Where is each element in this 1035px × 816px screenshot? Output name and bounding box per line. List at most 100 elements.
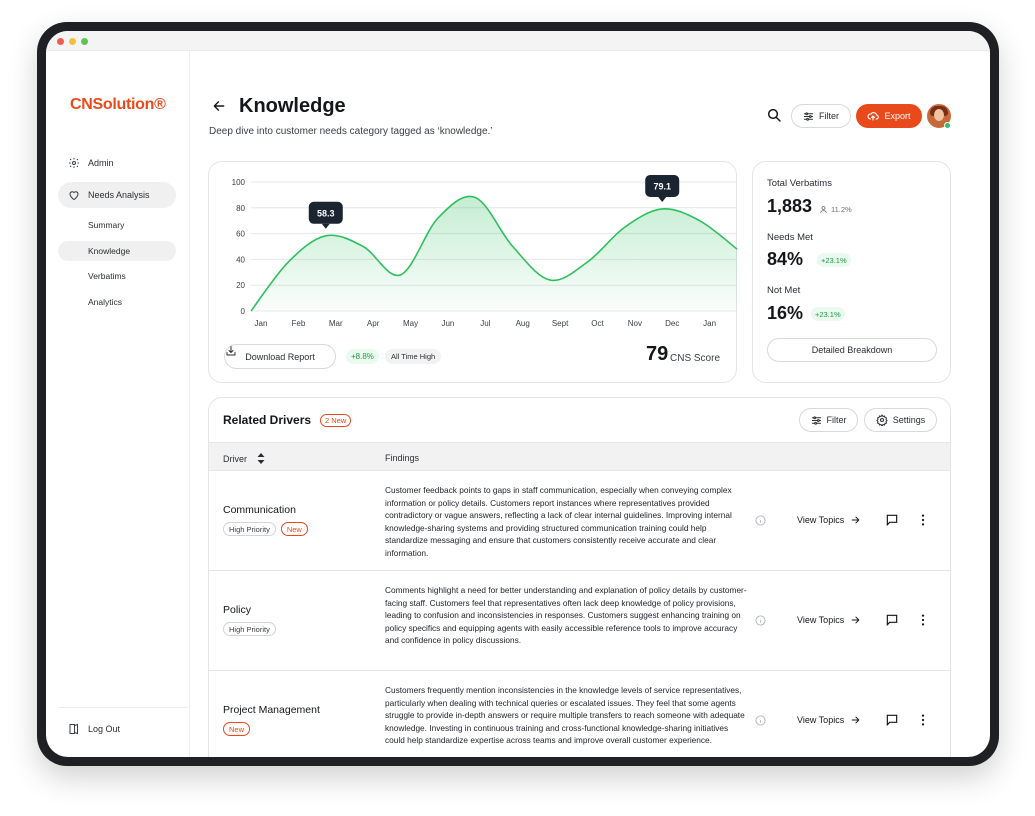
new-count-badge: 2 New — [320, 414, 352, 427]
callout-box — [308, 201, 343, 224]
driver-column-header[interactable]: Driver — [223, 453, 265, 464]
driver-tags: High Priority — [223, 622, 276, 636]
related-drivers-title: Related Drivers — [223, 413, 312, 427]
close-window-button[interactable] — [57, 38, 64, 45]
total-verbatims-users-pct: 11.2% — [831, 205, 852, 214]
sidebar-item-admin[interactable]: Admin — [58, 150, 176, 176]
x-tick-label: Dec — [665, 319, 679, 328]
download-icon — [226, 346, 236, 356]
comment-icon[interactable] — [885, 613, 899, 627]
y-tick-label: 60 — [236, 230, 245, 239]
drivers-filter-button[interactable]: Filter — [799, 408, 858, 432]
driver-name[interactable]: Policy — [223, 604, 252, 616]
x-tick-label: Jun — [441, 319, 454, 328]
comment-icon[interactable] — [885, 513, 899, 527]
needs-met-label: Needs Met — [767, 232, 813, 243]
view-topics-button[interactable]: View Topics — [797, 715, 861, 725]
info-icon[interactable] — [755, 515, 766, 526]
related-drivers-card: Related Drivers 2 New Filter Settings Dr… — [208, 397, 951, 757]
all-time-high-badge: All Time High — [385, 349, 442, 364]
sliders-icon — [811, 415, 821, 425]
user-icon — [820, 206, 827, 214]
sidebar: CNSolution® Admin Needs Analysis Summary… — [46, 51, 190, 757]
total-verbatims-value: 1,883 — [767, 196, 813, 216]
minimize-window-button[interactable] — [69, 38, 76, 45]
high-priority-tag: High Priority — [223, 622, 276, 636]
view-topics-label: View Topics — [797, 615, 845, 625]
callout-box — [645, 174, 680, 197]
info-icon[interactable] — [755, 615, 766, 626]
sidebar-item-label: Admin — [88, 158, 114, 168]
x-tick-label: Apr — [367, 319, 380, 328]
sidebar-subitem-knowledge[interactable]: Knowledge — [58, 241, 176, 261]
info-icon[interactable] — [755, 715, 766, 726]
back-arrow-icon[interactable] — [212, 99, 226, 113]
gear-icon — [876, 414, 888, 426]
gear-icon — [69, 158, 79, 168]
x-tick-label: May — [403, 319, 418, 328]
callout-label: 58.3 — [317, 208, 335, 218]
findings-column-header: Findings — [385, 453, 420, 463]
sidebar-subitem-verbatims[interactable]: Verbatims — [88, 271, 126, 281]
logout-button[interactable]: Log Out — [68, 723, 120, 735]
table-row: Communication High Priority New Customer… — [209, 471, 950, 571]
x-tick-label: Nov — [628, 319, 642, 328]
series-area — [251, 196, 737, 311]
not-met-value: 16% — [767, 303, 804, 323]
download-report-button[interactable]: Download Report — [224, 344, 336, 369]
search-icon[interactable] — [766, 107, 782, 123]
total-verbatims-users: 11.2% — [819, 205, 852, 214]
view-topics-label: View Topics — [797, 715, 845, 725]
filter-label: Filter — [826, 415, 847, 425]
view-topics-label: View Topics — [797, 515, 845, 525]
sidebar-subitem-analytics[interactable]: Analytics — [88, 297, 123, 307]
callout-pointer — [321, 223, 330, 229]
maximize-window-button[interactable] — [81, 38, 88, 45]
more-vertical-icon[interactable] — [919, 613, 927, 627]
filter-label: Filter — [819, 111, 839, 121]
detailed-breakdown-button[interactable]: Detailed Breakdown — [767, 338, 937, 362]
export-label: Export — [884, 111, 911, 121]
driver-name[interactable]: Project Management — [223, 704, 320, 716]
sliders-icon — [803, 111, 814, 121]
x-tick-label: Sept — [552, 319, 569, 328]
driver-tags: High Priority New — [223, 522, 308, 536]
cns-chart-card: 0 20 40 60 80 100 Jan Feb Mar Apr May Jun Jul Aug Sept… — [208, 161, 738, 383]
more-vertical-icon[interactable] — [919, 713, 927, 727]
more-vertical-icon[interactable] — [919, 513, 927, 527]
y-tick-label: 40 — [236, 255, 245, 264]
sidebar-subitem-summary[interactable]: Summary — [88, 220, 125, 230]
page-title: Knowledge — [239, 95, 346, 117]
drivers-settings-button[interactable]: Settings — [864, 408, 937, 432]
new-tag: New — [280, 522, 308, 536]
sidebar-item-needs-analysis[interactable]: Needs Analysis — [58, 182, 176, 208]
needs-met-change-badge: +23.1% — [817, 253, 851, 267]
brand-logo[interactable]: CNSolution® — [70, 96, 166, 113]
x-tick-label: Jan — [255, 319, 268, 328]
settings-label: Settings — [892, 415, 926, 425]
series-line — [250, 195, 738, 312]
sidebar-item-label: Needs Analysis — [88, 190, 150, 200]
driver-name[interactable]: Communication — [223, 504, 296, 516]
app-window: CNSolution® Admin Needs Analysis Summary… — [46, 31, 990, 757]
table-row: Policy High Priority Comments highlight … — [209, 571, 950, 671]
window-titlebar — [46, 31, 990, 51]
arrow-right-icon — [851, 516, 860, 524]
cns-score-label: CNS Score — [670, 353, 721, 364]
cns-score-value: 79 — [646, 343, 669, 365]
view-topics-button[interactable]: View Topics — [797, 615, 861, 625]
x-tick-label: Aug — [516, 319, 530, 328]
page-subtitle: Deep dive into customer needs category t… — [209, 126, 493, 137]
finding-text: Comments highlight a need for better und… — [385, 585, 747, 645]
sidebar-divider — [58, 707, 188, 708]
cloud-upload-icon — [867, 112, 880, 121]
score-change-badge: +8.8% — [346, 349, 379, 364]
finding-text: Customer feedback points to gaps in staf… — [385, 485, 732, 558]
callout-label: 79.1 — [653, 181, 671, 191]
export-button[interactable]: Export — [856, 104, 922, 128]
not-met-label: Not Met — [767, 285, 801, 296]
x-tick-label: Mar — [329, 319, 343, 328]
view-topics-button[interactable]: View Topics — [797, 515, 861, 525]
comment-icon[interactable] — [885, 713, 899, 727]
header-filter-button[interactable]: Filter — [791, 104, 851, 128]
